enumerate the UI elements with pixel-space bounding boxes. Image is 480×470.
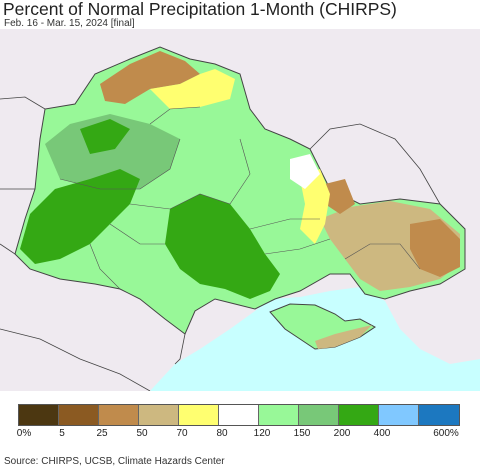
- yellow-north: [150, 69, 235, 109]
- legend-tick-label: 80: [216, 428, 228, 439]
- legend-swatch: [139, 405, 179, 425]
- legend-tick-label: 70: [176, 428, 188, 439]
- map-subtitle: Feb. 16 - Mar. 15, 2024 [final]: [4, 18, 135, 29]
- neighbor-borders: [0, 96, 441, 391]
- legend-tick-label: 400: [373, 428, 391, 439]
- legend-swatch: [19, 405, 59, 425]
- legend-tick-label: 25: [96, 428, 108, 439]
- yellow-east: [300, 169, 330, 244]
- brown-northeast: [325, 179, 355, 214]
- legend-swatch: [419, 405, 459, 425]
- legend-tick-label: 200: [333, 428, 351, 439]
- source-credit: Source: CHIRPS, UCSB, Climate Hazards Ce…: [4, 456, 225, 467]
- legend-swatch: [379, 405, 419, 425]
- dark-green-north: [80, 119, 130, 154]
- legend-tick-label: 120: [253, 428, 271, 439]
- legend-tick-label: 0%: [16, 428, 32, 439]
- legend-swatch: [219, 405, 259, 425]
- legend-tick-label: 150: [293, 428, 311, 439]
- legend-tick-label: 5: [59, 428, 65, 439]
- legend-swatch: [339, 405, 379, 425]
- legend-swatch: [99, 405, 139, 425]
- crimea-south-dry: [315, 325, 372, 349]
- brown-east: [410, 219, 460, 277]
- legend-swatch: [179, 405, 219, 425]
- green-west: [45, 114, 180, 189]
- map-title: Percent of Normal Precipitation 1-Month …: [3, 0, 397, 19]
- legend-swatch: [259, 405, 299, 425]
- legend-labels: 0% 5 25 50 70 80 120 150 200 400 600%: [0, 428, 480, 442]
- legend-tick-label: 50: [136, 428, 148, 439]
- white-east: [290, 154, 320, 189]
- legend-swatch: [59, 405, 99, 425]
- oblast-borders: [59, 106, 421, 290]
- dark-green-central: [20, 169, 140, 264]
- legend-swatch: [299, 405, 339, 425]
- legend-tick-label: 600%: [433, 428, 459, 439]
- legend-color-bar: [18, 404, 460, 426]
- precipitation-map: [0, 29, 480, 391]
- dark-green-south: [165, 194, 280, 299]
- dry-north: [100, 51, 200, 104]
